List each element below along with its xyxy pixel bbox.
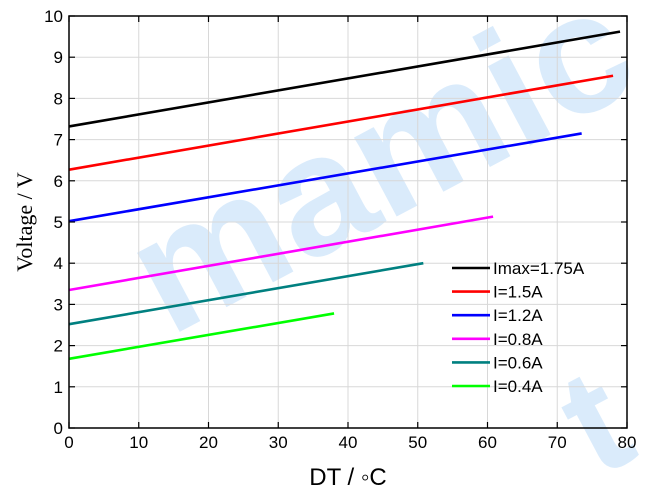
watermark-text-main: mamic: [97, 0, 657, 370]
x-tick-label: 0: [64, 433, 73, 452]
y-tick-label: 5: [54, 213, 63, 232]
series-line-4: [68, 261, 424, 326]
y-tick-label: 8: [54, 89, 63, 108]
x-tick-label: 40: [339, 433, 358, 452]
y-tick-label: 4: [54, 254, 63, 273]
y-tick-label: 10: [44, 7, 63, 26]
series-line-1: [68, 74, 614, 171]
series-line-5: [68, 312, 335, 361]
series-line-3: [68, 215, 494, 292]
x-tick-label: 10: [129, 433, 148, 452]
legend-label-1: I=1.5A: [493, 283, 543, 302]
x-axis-label: DT / ◦C: [309, 464, 386, 491]
x-tick-label: 20: [199, 433, 218, 452]
series-line-2: [68, 132, 582, 223]
legend-label-0: Imax=1.75A: [493, 259, 585, 278]
axis-ticks: [68, 15, 628, 429]
y-axis-label: Voltage / V: [12, 172, 37, 272]
x-tick-label: 70: [548, 433, 567, 452]
watermark-text-side: t: [533, 335, 656, 495]
series-line-0: [68, 30, 621, 128]
y-tick-label: 7: [54, 131, 63, 150]
legend-label-5: I=0.4A: [493, 377, 543, 396]
y-tick-label: 2: [54, 337, 63, 356]
grid: [69, 16, 627, 428]
x-tick-label: 80: [618, 433, 637, 452]
series-lines: [68, 30, 621, 361]
legend: Imax=1.75A I=1.5A I=1.2A I=0.8A I=0.6A I=0.4A: [452, 259, 585, 396]
legend-label-3: I=0.8A: [493, 330, 543, 349]
x-tick-label: 60: [478, 433, 497, 452]
tick-labels: 0 10 20 30 40 50 60 70 80 0 1 2 3 4 5 6 7 8 9 10: [44, 7, 636, 452]
y-tick-label: 6: [54, 172, 63, 191]
legend-label-4: I=0.6A: [493, 353, 543, 372]
legend-label-2: I=1.2A: [493, 306, 543, 325]
y-tick-label: 3: [54, 295, 63, 314]
y-tick-label: 9: [54, 48, 63, 67]
x-tick-label: 30: [269, 433, 288, 452]
x-tick-label: 50: [408, 433, 427, 452]
y-tick-label: 0: [54, 419, 63, 438]
y-tick-label: 1: [54, 378, 63, 397]
